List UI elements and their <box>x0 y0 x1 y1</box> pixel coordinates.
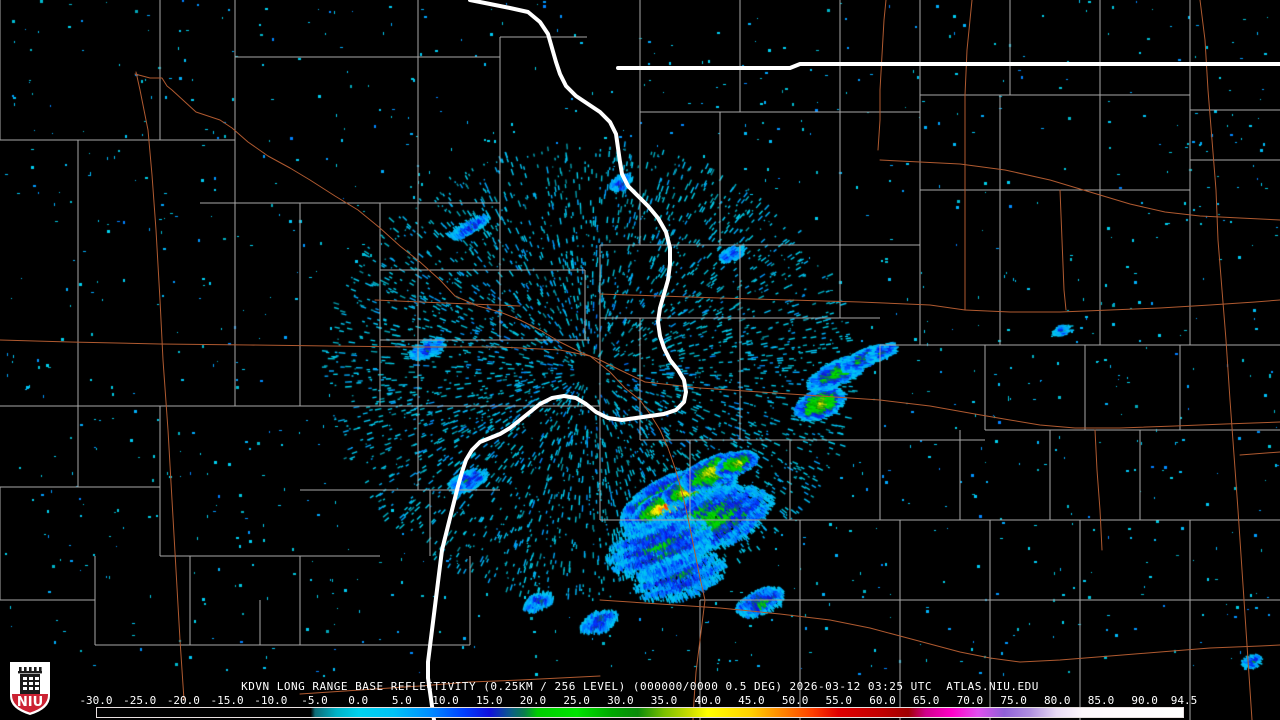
map-line <box>0 339 561 351</box>
map-line <box>599 0 973 311</box>
map-line <box>299 675 601 695</box>
map-line <box>964 299 1280 313</box>
map-line <box>134 73 456 297</box>
map-line <box>454 295 646 383</box>
map-line <box>559 349 706 601</box>
map-line <box>374 299 521 307</box>
map-line <box>879 159 1280 221</box>
map-line <box>426 0 688 720</box>
map-line <box>599 599 1021 663</box>
map-line <box>1094 429 1103 551</box>
map-line <box>644 381 1280 429</box>
map-line <box>1019 644 1280 663</box>
map-line <box>1059 189 1067 311</box>
map-line <box>877 0 887 151</box>
map-line <box>692 599 706 720</box>
map-line <box>1199 0 1253 720</box>
map-line <box>135 71 185 701</box>
state-border-lines <box>426 0 1280 720</box>
map-line <box>1239 451 1280 456</box>
map-line <box>616 62 1280 70</box>
